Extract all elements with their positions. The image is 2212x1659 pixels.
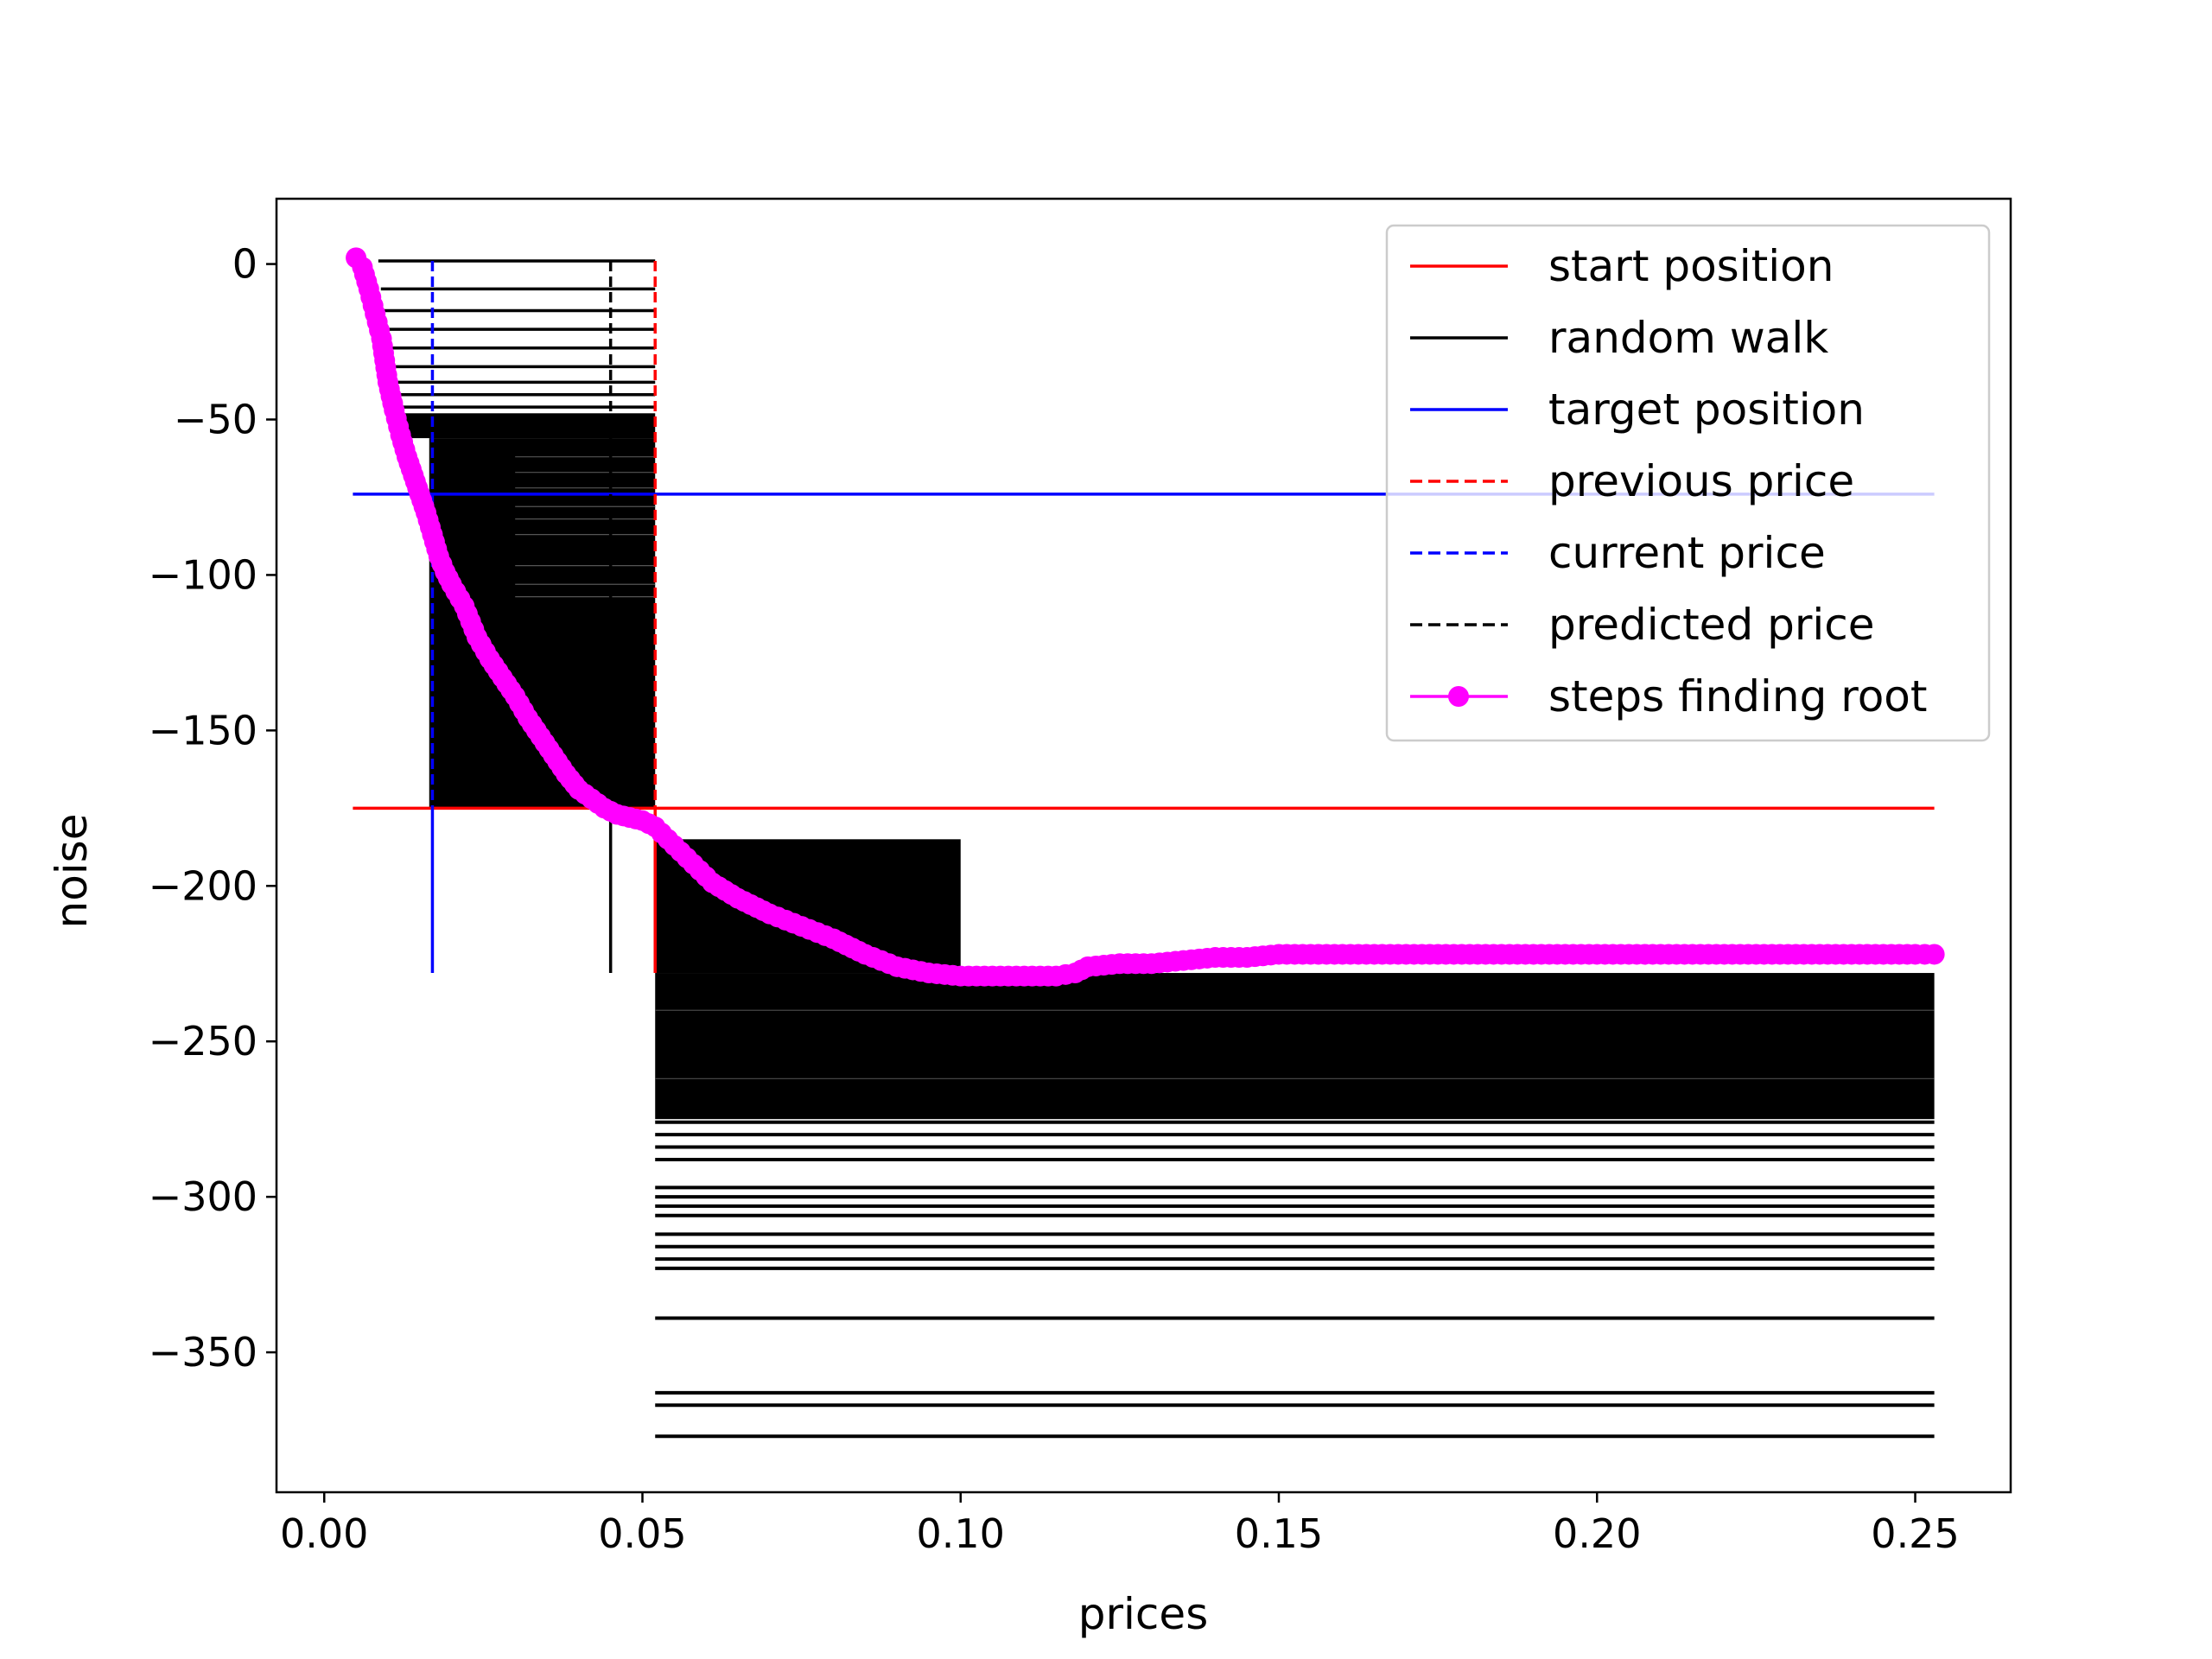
x-axis: 0.00 0.05 0.10 0.15 0.20 0.25: [280, 1492, 1960, 1557]
plot-area: [346, 247, 1945, 1439]
y-tick-label: −350: [149, 1329, 257, 1376]
x-tick-label: 0.05: [598, 1510, 686, 1557]
x-tick-label: 0.20: [1553, 1510, 1641, 1557]
legend-label-start: start position: [1548, 241, 1834, 291]
legend-label-previous: previous price: [1548, 456, 1854, 506]
x-tick-label: 0.00: [280, 1510, 368, 1557]
legend-label-walk: random walk: [1548, 313, 1828, 363]
y-tick-label: −100: [149, 551, 257, 598]
y-axis-label: noise: [47, 814, 97, 929]
y-axis: 0 −50 −100 −150 −200 −250 −300 −350: [149, 241, 276, 1376]
y-tick-label: −250: [149, 1018, 257, 1065]
legend-marker-steps: [1448, 686, 1469, 707]
x-tick-label: 0.25: [1871, 1510, 1959, 1557]
y-tick-label: −300: [149, 1173, 257, 1220]
y-tick-label: −150: [149, 707, 257, 753]
random-walk-dense-upper-top: [397, 413, 656, 439]
x-tick-label: 0.15: [1235, 1510, 1323, 1557]
legend-label-current: current price: [1548, 528, 1826, 578]
x-axis-label: prices: [1078, 1589, 1209, 1639]
y-tick-label: −200: [149, 862, 257, 909]
random-walk-dense-lower-top: [655, 839, 961, 974]
legend-label-predicted: predicted price: [1548, 600, 1875, 650]
random-walk-dense-lower: [655, 973, 1935, 1120]
legend: start position random walk target position…: [1385, 224, 1991, 742]
y-tick-label: 0: [232, 241, 257, 288]
steps-finding-root-point: [1923, 944, 1945, 965]
y-tick-label: −50: [174, 396, 257, 442]
plot-frame: [275, 197, 2012, 1494]
legend-box: [1385, 224, 1991, 742]
x-tick-label: 0.10: [917, 1510, 1005, 1557]
legend-label-target: target position: [1548, 385, 1865, 435]
legend-label-steps: steps finding root: [1548, 671, 1927, 721]
